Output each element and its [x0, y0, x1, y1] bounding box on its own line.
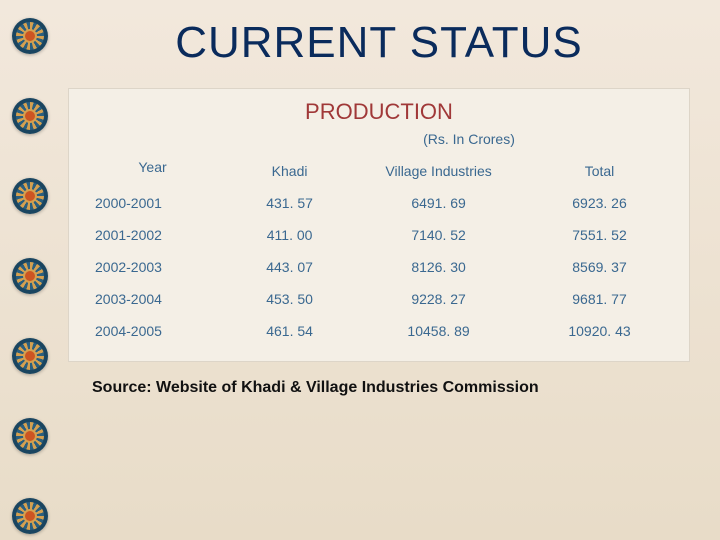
- cell-total: 6923. 26: [522, 187, 677, 219]
- cell-year: 2004-2005: [81, 315, 224, 347]
- ornament-icon: [12, 98, 48, 134]
- cell-village: 8126. 30: [355, 251, 522, 283]
- ornament-icon: [12, 338, 48, 374]
- table-header-row: Year Khadi Village Industries Total: [81, 155, 677, 187]
- cell-year: 2000-2001: [81, 187, 224, 219]
- table-row: 2000-2001 431. 57 6491. 69 6923. 26: [81, 187, 677, 219]
- col-total: Total: [522, 155, 677, 187]
- cell-village: 6491. 69: [355, 187, 522, 219]
- cell-year: 2003-2004: [81, 283, 224, 315]
- table-subtitle: PRODUCTION: [81, 99, 677, 125]
- cell-total: 8569. 37: [522, 251, 677, 283]
- cell-total: 9681. 77: [522, 283, 677, 315]
- cell-total: 10920. 43: [522, 315, 677, 347]
- table-block: PRODUCTION (Rs. In Crores) Year Khadi Vi…: [68, 88, 690, 362]
- ornament-icon: [12, 418, 48, 454]
- cell-village: 10458. 89: [355, 315, 522, 347]
- ornament-icon: [12, 18, 48, 54]
- table-row: 2002-2003 443. 07 8126. 30 8569. 37: [81, 251, 677, 283]
- page-title: CURRENT STATUS: [68, 18, 690, 68]
- cell-village: 9228. 27: [355, 283, 522, 315]
- cell-khadi: 443. 07: [224, 251, 355, 283]
- cell-khadi: 411. 00: [224, 219, 355, 251]
- ornament-icon: [12, 498, 48, 534]
- bullet-column: [12, 18, 48, 534]
- cell-year: 2002-2003: [81, 251, 224, 283]
- cell-year: 2001-2002: [81, 219, 224, 251]
- slide-content: CURRENT STATUS PRODUCTION (Rs. In Crores…: [0, 0, 720, 399]
- col-village: Village Industries: [355, 155, 522, 187]
- table-row: 2003-2004 453. 50 9228. 27 9681. 77: [81, 283, 677, 315]
- col-khadi: Khadi: [224, 155, 355, 187]
- col-year: Year: [81, 155, 224, 187]
- table-row: 2001-2002 411. 00 7140. 52 7551. 52: [81, 219, 677, 251]
- table-row: 2004-2005 461. 54 10458. 89 10920. 43: [81, 315, 677, 347]
- production-table: Year Khadi Village Industries Total 2000…: [81, 155, 677, 347]
- source-note: Source: Website of Khadi & Village Indus…: [68, 378, 690, 399]
- cell-khadi: 431. 57: [224, 187, 355, 219]
- cell-khadi: 461. 54: [224, 315, 355, 347]
- ornament-icon: [12, 178, 48, 214]
- ornament-icon: [12, 258, 48, 294]
- cell-village: 7140. 52: [355, 219, 522, 251]
- unit-label: (Rs. In Crores): [81, 131, 677, 147]
- cell-khadi: 453. 50: [224, 283, 355, 315]
- cell-total: 7551. 52: [522, 219, 677, 251]
